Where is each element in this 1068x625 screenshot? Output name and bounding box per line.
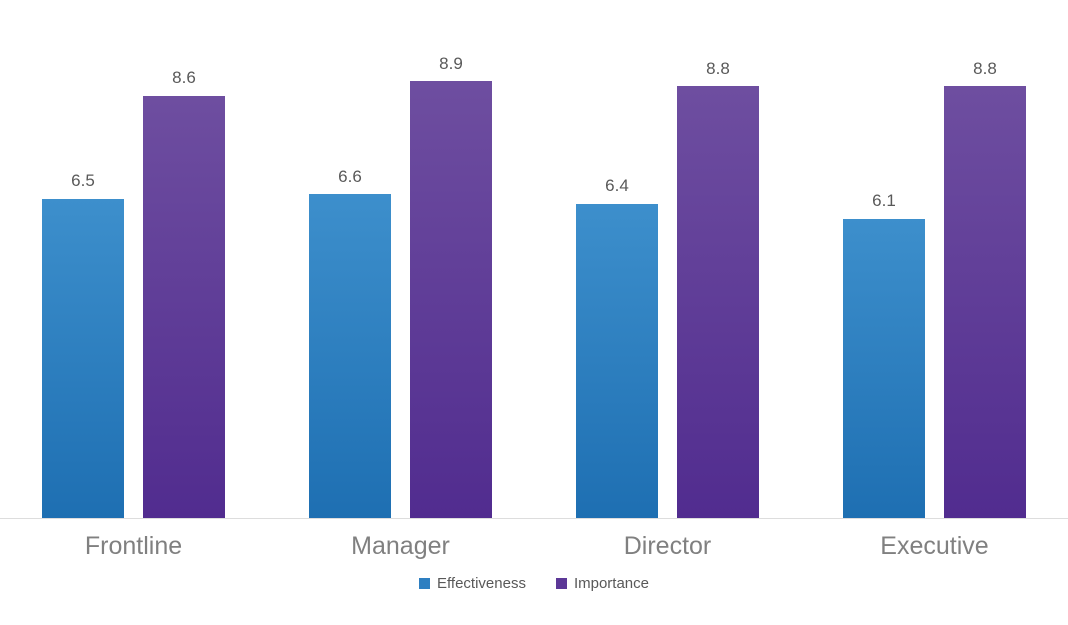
bar-column-importance-director: 8.8 <box>677 0 759 518</box>
bar-importance-director <box>677 85 759 518</box>
data-label-effectiveness-manager: 6.6 <box>338 166 362 186</box>
data-label-importance-frontline: 8.6 <box>172 68 196 88</box>
data-label-importance-manager: 8.9 <box>439 53 463 73</box>
bar-importance-executive <box>944 85 1026 518</box>
x-axis-line <box>0 518 1068 519</box>
bar-group-director: 6.4 8.8 <box>534 0 801 518</box>
bar-importance-frontline <box>143 95 225 518</box>
bar-importance-manager <box>410 81 492 518</box>
bar-column-effectiveness-director: 6.4 <box>576 0 658 518</box>
category-label-frontline: Frontline <box>84 532 183 560</box>
bar-effectiveness-frontline <box>42 198 124 518</box>
plot-area: 6.5 8.6 6.6 8.9 6.4 8.8 6.1 8.8 <box>0 0 1068 518</box>
data-label-importance-executive: 8.8 <box>973 58 997 78</box>
legend: Effectiveness Importance <box>0 575 1068 592</box>
legend-label-importance: Importance <box>573 575 649 592</box>
data-label-importance-director: 8.8 <box>706 58 730 78</box>
data-label-effectiveness-frontline: 6.5 <box>71 171 95 191</box>
bar-group-executive: 6.1 8.8 <box>801 0 1068 518</box>
bar-column-importance-frontline: 8.6 <box>143 0 225 518</box>
category-label-executive: Executive <box>880 532 989 560</box>
bar-effectiveness-executive <box>843 218 925 518</box>
bar-effectiveness-director <box>576 203 658 518</box>
bar-column-effectiveness-frontline: 6.5 <box>42 0 124 518</box>
bar-group-frontline: 6.5 8.6 <box>0 0 267 518</box>
bar-effectiveness-manager <box>309 193 391 518</box>
data-label-effectiveness-director: 6.4 <box>605 176 629 196</box>
legend-swatch-effectiveness <box>419 578 430 589</box>
legend-label-effectiveness: Effectiveness <box>437 575 526 592</box>
legend-item-effectiveness: Effectiveness <box>419 575 526 592</box>
bar-column-importance-manager: 8.9 <box>410 0 492 518</box>
category-axis: Frontline Manager Director Executive <box>0 519 1068 561</box>
data-label-effectiveness-executive: 6.1 <box>872 191 896 211</box>
category-label-director: Director <box>623 532 712 560</box>
bar-column-importance-executive: 8.8 <box>944 0 1026 518</box>
bar-group-manager: 6.6 8.9 <box>267 0 534 518</box>
legend-swatch-importance <box>555 578 567 589</box>
legend-item-importance: Importance <box>555 575 649 592</box>
category-label-manager: Manager <box>351 532 450 560</box>
bar-column-effectiveness-manager: 6.6 <box>309 0 391 518</box>
bar-column-effectiveness-executive: 6.1 <box>843 0 925 518</box>
